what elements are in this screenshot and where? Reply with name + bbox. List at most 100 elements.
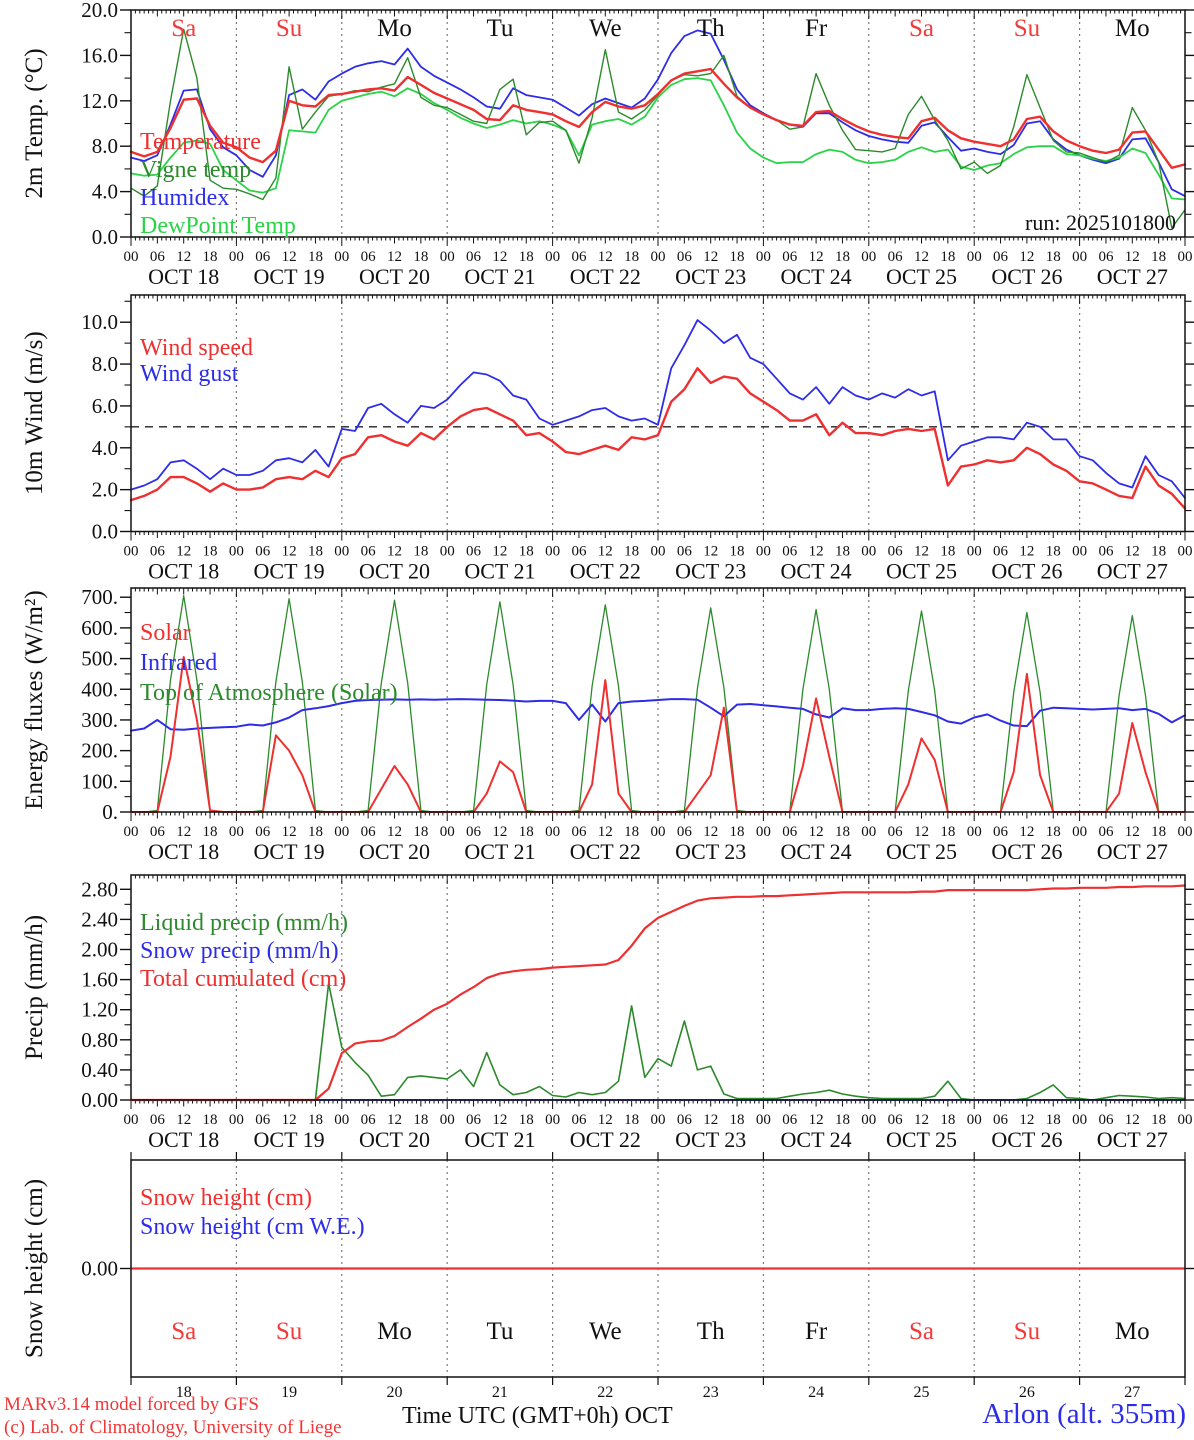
hour-label: 18	[1046, 1112, 1061, 1128]
panel-border	[130, 9, 1186, 238]
hour-label: 12	[176, 544, 191, 560]
hour-label: 18	[519, 249, 534, 265]
day-name-label: Fr	[805, 15, 828, 42]
y-tick-label: 16.0	[81, 43, 118, 67]
hour-label: 06	[993, 249, 1009, 265]
y-tick-label: 4.0	[92, 436, 118, 460]
hour-label: 12	[492, 544, 507, 560]
hour-label: 06	[782, 249, 798, 265]
hour-label: 06	[993, 1112, 1009, 1128]
hour-label: 12	[387, 249, 402, 265]
hour-label: 18	[835, 249, 850, 265]
hour-label: 06	[466, 249, 482, 265]
date-label: OCT 22	[570, 1127, 641, 1152]
day-number-label: 19	[281, 1384, 297, 1401]
hour-label: 12	[1019, 824, 1034, 840]
hour-label: 06	[1098, 544, 1114, 560]
legend-label: Snow precip (mm/h)	[140, 938, 339, 964]
day-name-label: Mo	[377, 1318, 412, 1345]
hour-label: 18	[1151, 544, 1166, 560]
hour-label: 00	[1072, 249, 1087, 265]
panel-border	[130, 587, 1186, 813]
legend-label: Snow height (cm W.E.)	[140, 1214, 365, 1240]
date-label: OCT 27	[1097, 839, 1168, 864]
hour-label: 12	[492, 1112, 507, 1128]
legend-label: Infrared	[140, 650, 217, 676]
hour-label: 18	[624, 824, 639, 840]
day-name-label: Fr	[805, 1318, 828, 1345]
hour-label: 00	[440, 1112, 455, 1128]
hour-label: 12	[1125, 544, 1140, 560]
y-tick-label: 600.	[81, 616, 118, 640]
y-tick-label: 0.00	[81, 1088, 118, 1112]
hour-label: 12	[282, 249, 297, 265]
hour-label: 00	[967, 544, 982, 560]
hour-label: 06	[361, 544, 377, 560]
hour-label: 06	[1098, 249, 1114, 265]
hour-label: 00	[229, 544, 244, 560]
series-line-humidex	[130, 29, 1186, 198]
hour-label: 00	[756, 1112, 771, 1128]
hour-label: 18	[730, 249, 745, 265]
hour-label: 00	[1072, 544, 1087, 560]
day-name-label: Th	[697, 1318, 725, 1345]
hour-label: 06	[150, 1112, 166, 1128]
hour-label: 00	[545, 1112, 560, 1128]
day-number-label: 21	[492, 1384, 508, 1401]
hour-label: 12	[598, 249, 613, 265]
model-credit: MARv3.14 model forced by GFS	[4, 1394, 259, 1415]
legend-label: Top of Atmosphere (Solar)	[140, 680, 398, 706]
hour-label: 18	[203, 1112, 218, 1128]
date-label: OCT 27	[1097, 264, 1168, 289]
hour-label: 12	[809, 824, 824, 840]
hour-label: 06	[993, 824, 1009, 840]
series-line-wind-gust	[130, 319, 1186, 499]
date-label: OCT 21	[464, 559, 535, 584]
date-label: OCT 24	[781, 264, 852, 289]
hour-label: 06	[150, 824, 166, 840]
day-number-label: 26	[1019, 1384, 1035, 1401]
day-name-label: Sa	[909, 15, 934, 42]
hour-label: 06	[361, 249, 377, 265]
hour-label: 00	[967, 249, 982, 265]
day-number-label: 27	[1124, 1384, 1140, 1401]
date-label: OCT 25	[886, 559, 957, 584]
hour-label: 06	[677, 1112, 693, 1128]
hour-label: 18	[940, 824, 955, 840]
hour-label: 06	[150, 249, 166, 265]
hour-label: 18	[413, 249, 428, 265]
y-tick-label: 2.80	[81, 877, 118, 901]
series-line-dewpoint-temp	[130, 77, 1186, 201]
hour-label: 00	[967, 1112, 982, 1128]
day-number-label: 22	[597, 1384, 613, 1401]
lab-credit: (c) Lab. of Climatology, University of L…	[4, 1417, 342, 1438]
hour-label: 00	[229, 1112, 244, 1128]
hour-label: 12	[282, 824, 297, 840]
hour-label: 12	[1019, 544, 1034, 560]
date-label: OCT 26	[991, 839, 1062, 864]
x-axis-title: Time UTC (GMT+0h) OCT	[402, 1403, 673, 1429]
legend-label: Solar	[140, 620, 191, 646]
date-label: OCT 19	[254, 1127, 325, 1152]
hour-label: 12	[809, 249, 824, 265]
y-tick-label: 0.00	[81, 1257, 118, 1281]
hour-label: 06	[677, 824, 693, 840]
hour-label: 12	[176, 824, 191, 840]
hour-label: 06	[571, 1112, 587, 1128]
hour-label: 18	[519, 1112, 534, 1128]
hour-label: 12	[809, 544, 824, 560]
hour-label: 18	[308, 249, 323, 265]
hour-label: 06	[255, 824, 271, 840]
hour-label: 18	[519, 824, 534, 840]
legend-label: Temperature	[140, 129, 261, 155]
date-label: OCT 22	[570, 559, 641, 584]
day-name-label: Su	[276, 1318, 303, 1345]
hour-label: 18	[308, 544, 323, 560]
y-axis-title: Energy fluxes (W/m²)	[21, 590, 48, 809]
date-label: OCT 23	[675, 839, 746, 864]
hour-label: 00	[124, 824, 139, 840]
hour-label: 06	[677, 249, 693, 265]
y-axis-title: Precip (mm/h)	[21, 915, 48, 1060]
legend-label: Snow height (cm)	[140, 1185, 312, 1211]
